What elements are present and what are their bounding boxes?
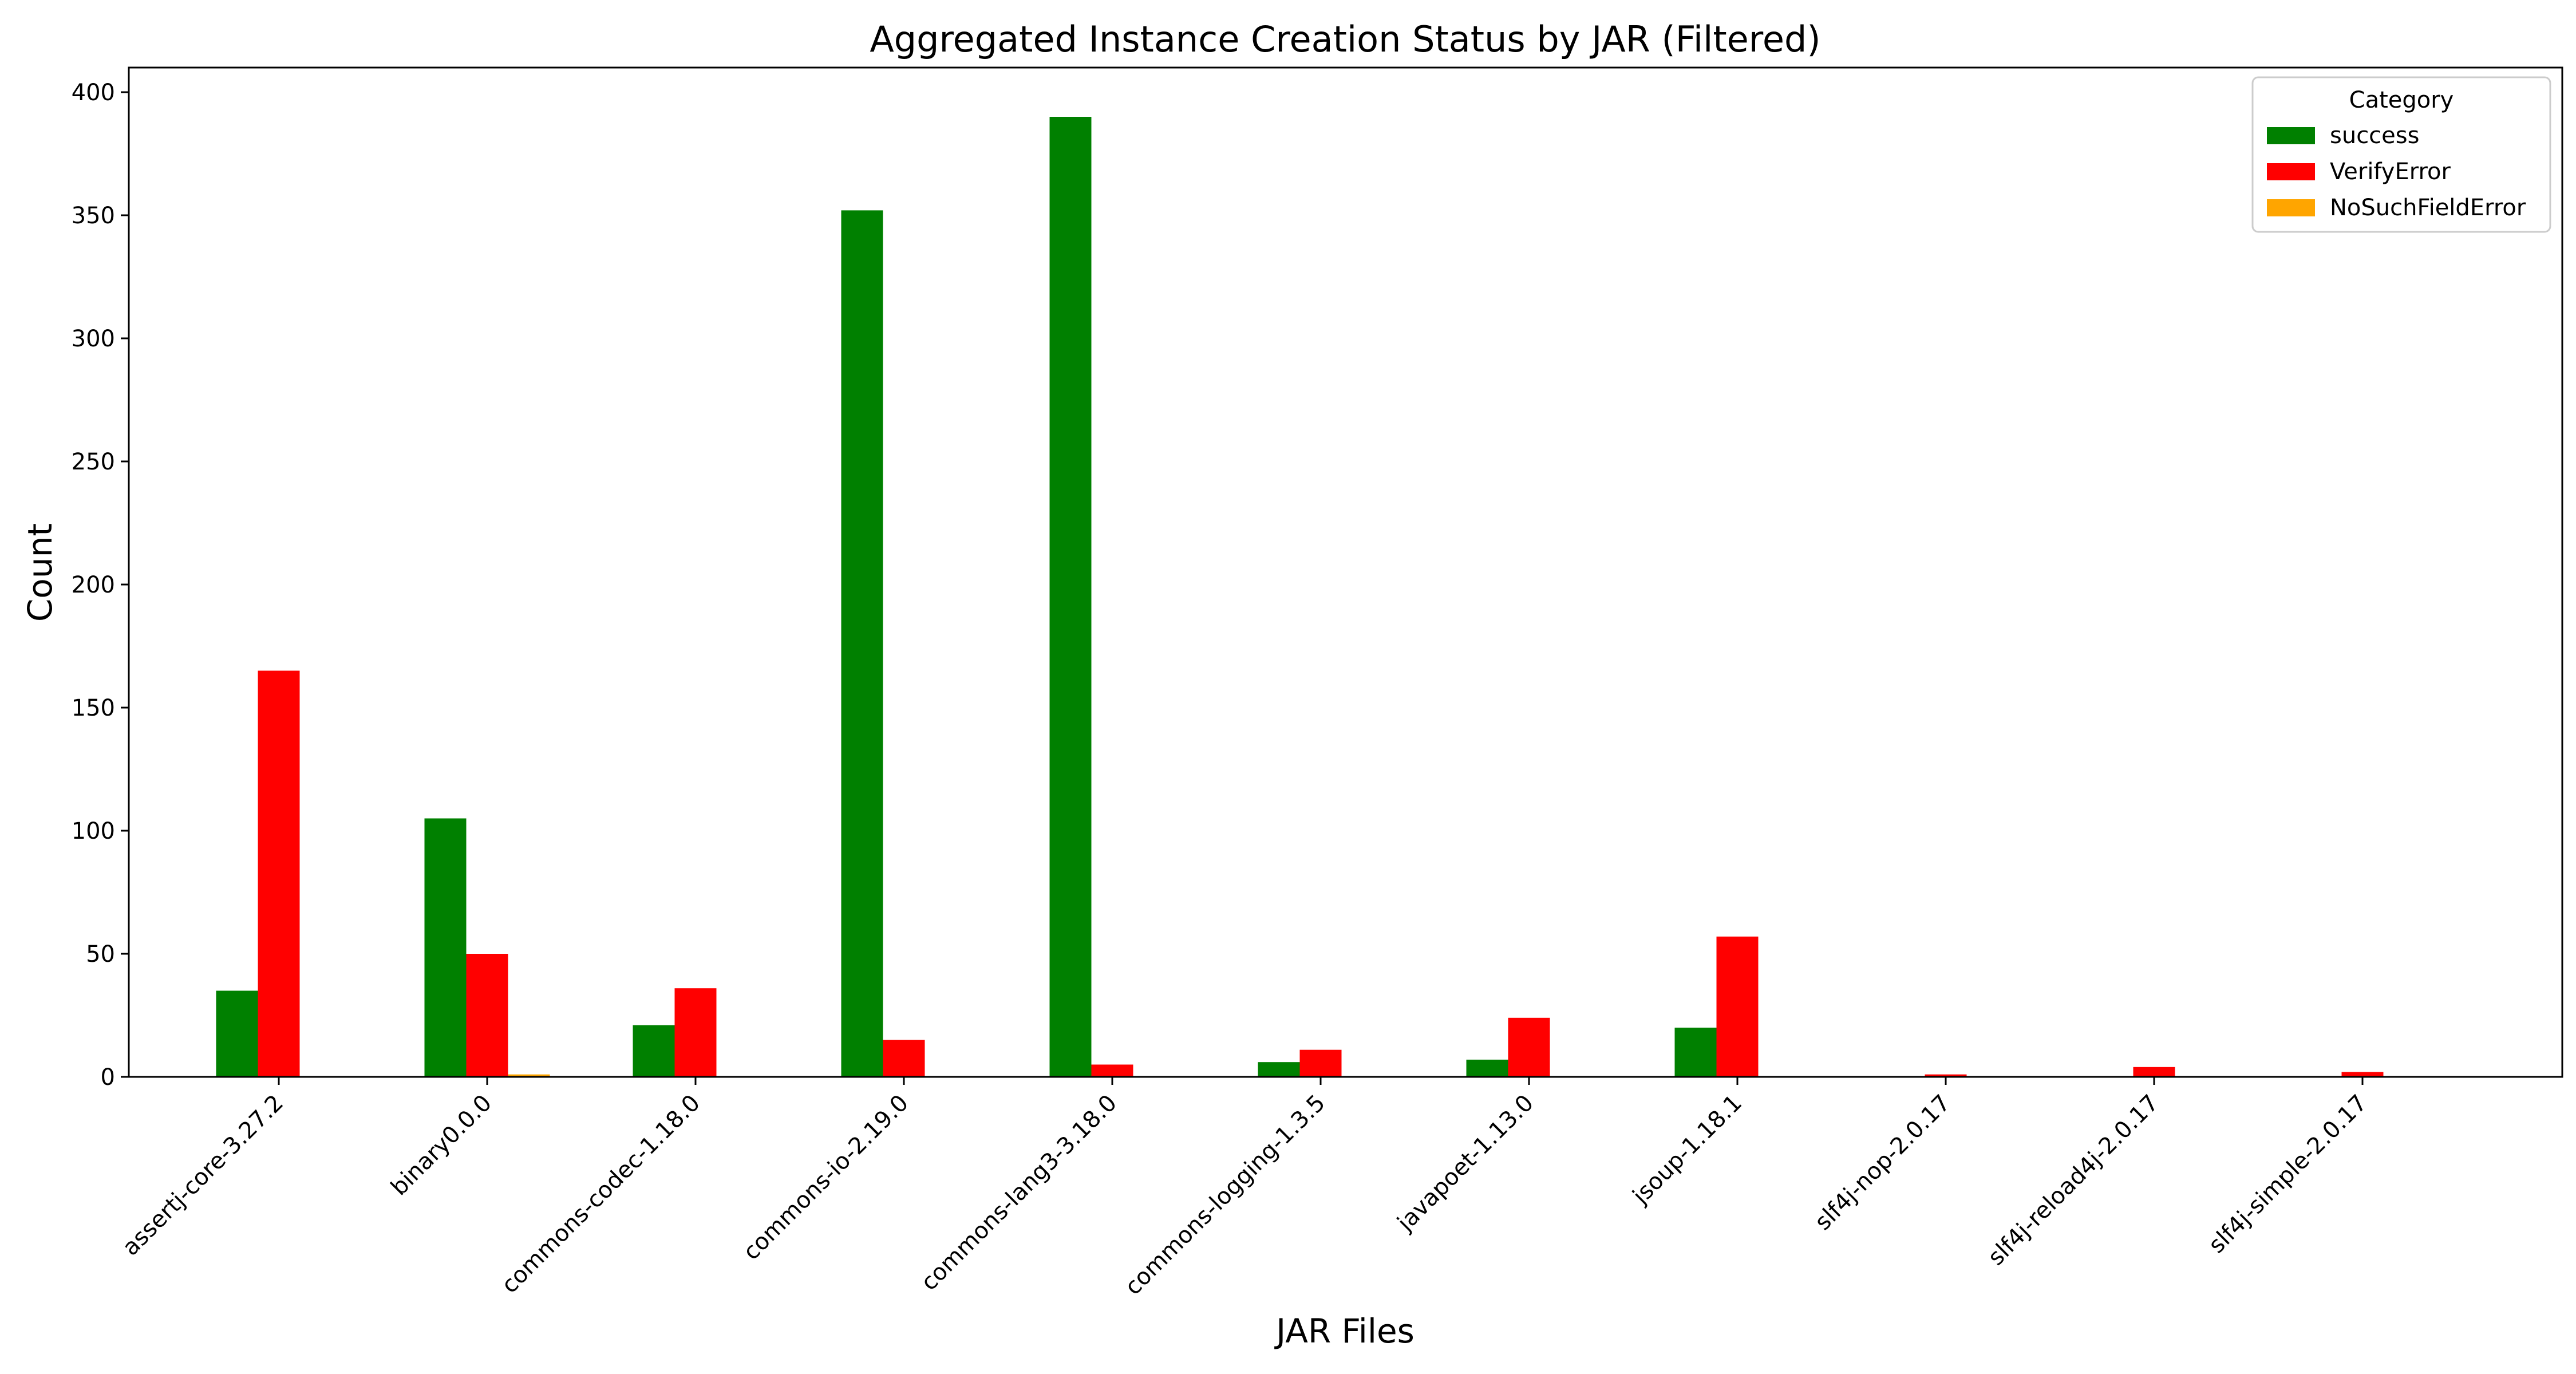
bar-verifyerror-5 — [1299, 1049, 1342, 1077]
bar-success-7 — [1674, 1028, 1717, 1077]
bars — [216, 117, 2384, 1077]
legend-label-verifyerror: VerifyError — [2330, 159, 2451, 185]
x-tick-label: slf4j-simple-2.0.17 — [2203, 1090, 2372, 1259]
x-tick-label: slf4j-reload4j-2.0.17 — [1983, 1090, 2164, 1271]
bar-verifyerror-4 — [1091, 1064, 1133, 1077]
bar-verifyerror-7 — [1716, 936, 1759, 1077]
bar-verifyerror-6 — [1508, 1017, 1550, 1077]
x-tick-label: commons-io-2.19.0 — [738, 1090, 914, 1266]
y-axis-label: Count — [21, 523, 60, 622]
legend-swatch-success — [2267, 127, 2315, 144]
legend-label-nosuchfielderror: NoSuchFieldError — [2330, 195, 2526, 221]
bar-verifyerror-3 — [883, 1040, 925, 1077]
x-axis-ticks: assertj-core-3.27.2 binary0.0.0 commons-co… — [117, 1077, 2372, 1300]
y-tick-label: 50 — [86, 941, 115, 968]
y-tick-label: 100 — [72, 818, 115, 844]
bar-verifyerror-9 — [2133, 1067, 2175, 1077]
bar-success-3 — [841, 210, 883, 1077]
bar-verifyerror-8 — [1925, 1074, 1967, 1077]
y-tick-label: 200 — [72, 572, 115, 598]
bar-nosuchfielderror-1 — [508, 1074, 550, 1077]
legend-label-success: success — [2330, 123, 2419, 149]
x-tick-label: slf4j-nop-2.0.17 — [1810, 1090, 1955, 1235]
y-tick-label: 350 — [72, 203, 115, 229]
bar-success-2 — [633, 1025, 675, 1077]
y-tick-label: 0 — [101, 1064, 115, 1091]
legend-entries: success VerifyError NoSuchFieldError — [2267, 123, 2526, 221]
legend-swatch-verifyerror — [2267, 163, 2315, 180]
legend-swatch-nosuchfielderror — [2267, 199, 2315, 216]
y-tick-label: 400 — [72, 80, 115, 106]
bar-success-4 — [1049, 117, 1092, 1077]
bar-success-0 — [216, 990, 258, 1077]
x-tick-label: assertj-core-3.27.2 — [117, 1090, 289, 1261]
x-tick-label: commons-logging-1.3.5 — [1120, 1090, 1330, 1301]
x-tick-label: binary0.0.0 — [386, 1090, 497, 1201]
x-tick-label: javapoet-1.13.0 — [1392, 1090, 1539, 1237]
y-axis-ticks: 0 50 100 150 200 250 300 350 400 — [72, 80, 129, 1091]
y-tick-label: 300 — [72, 326, 115, 352]
y-tick-label: 250 — [72, 449, 115, 475]
legend-title: Category — [2349, 87, 2454, 113]
x-axis-label: JAR Files — [1274, 1312, 1415, 1351]
bar-verifyerror-10 — [2341, 1072, 2384, 1077]
bar-success-5 — [1258, 1062, 1300, 1077]
chart-title: Aggregated Instance Creation Status by J… — [870, 18, 1820, 60]
legend: Category success VerifyError NoSuchFieldEr… — [2251, 76, 2551, 233]
bar-success-6 — [1466, 1059, 1508, 1077]
plot-frame — [128, 66, 2563, 1078]
bar-verifyerror-2 — [674, 988, 717, 1077]
y-tick-label: 150 — [72, 695, 115, 721]
x-tick-label: commons-lang3-3.18.0 — [916, 1090, 1122, 1296]
legend-box — [2251, 76, 2551, 233]
bar-success-1 — [424, 818, 467, 1077]
x-tick-label: commons-codec-1.18.0 — [496, 1090, 705, 1299]
x-tick-label: jsoup-1.18.1 — [1627, 1090, 1747, 1210]
bar-verifyerror-0 — [258, 670, 300, 1077]
bar-verifyerror-1 — [466, 954, 508, 1077]
